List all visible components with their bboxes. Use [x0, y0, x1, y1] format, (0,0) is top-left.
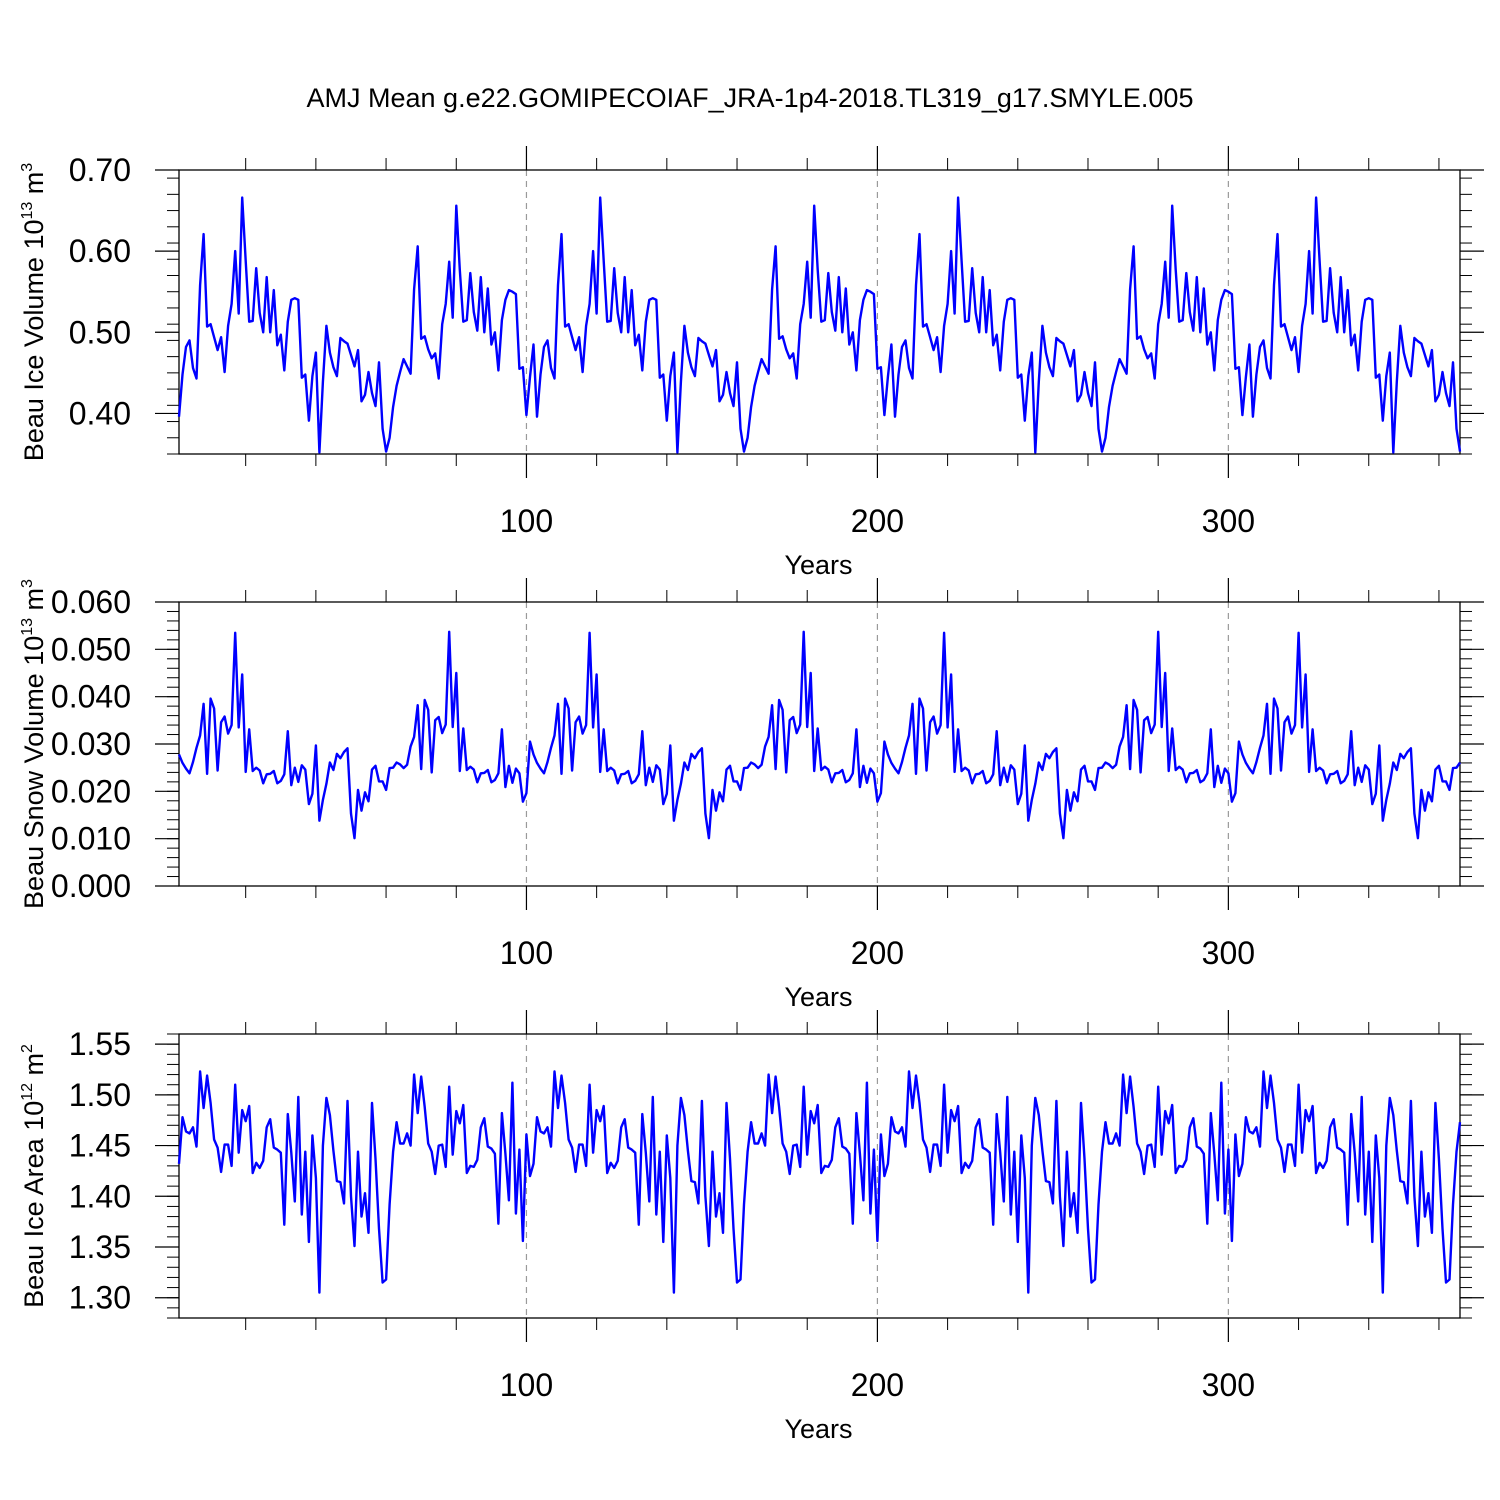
- figure-title: AMJ Mean g.e22.GOMIPECOIAF_JRA-1p4-2018.…: [307, 83, 1194, 113]
- x-axis-title: Years: [784, 550, 852, 580]
- y-axis-title: Beau Ice Volume 1013 m3: [19, 163, 49, 461]
- panel-ice-area: 1.30 1.35 1.40 1.45 1.50 1.55 100 200 300 Years Be…: [19, 1010, 1484, 1444]
- x-tick-label: 300: [1202, 935, 1255, 971]
- plots: 0.40 0.50 0.60 0.70 100 200 300 Years Beau Ice V…: [19, 146, 1484, 1444]
- y-tick-label: 0.020: [51, 773, 131, 809]
- y-tick-label: 0.010: [51, 821, 131, 857]
- x-tick-label: 100: [500, 935, 553, 971]
- y-tick-label: 1.50: [69, 1077, 131, 1113]
- x-axis-title: Years: [784, 982, 852, 1012]
- x-tick-label: 100: [500, 503, 553, 539]
- y-tick-label: 1.55: [69, 1026, 131, 1062]
- y-axis-title: Beau Snow Volume 1013 m3: [19, 579, 49, 909]
- series-line-snow-volume: [177, 630, 1461, 840]
- y-tick-label: 0.000: [51, 868, 131, 904]
- y-tick-label: 0.040: [51, 679, 131, 715]
- x-tick-label: 200: [851, 1367, 904, 1403]
- plot-frame: [178, 169, 1461, 455]
- y-tick-label: 0.40: [69, 395, 131, 431]
- y-tick-label: 0.50: [69, 314, 131, 350]
- y-axis-title: Beau Ice Area 1012 m2: [19, 1044, 49, 1308]
- y-tick-label: 0.030: [51, 726, 131, 762]
- y-tick-label: 1.35: [69, 1229, 131, 1265]
- x-tick-label: 300: [1202, 503, 1255, 539]
- panel-snow-volume: 0.000 0.010 0.020 0.030 0.040 0.050 0.060 100 20…: [19, 578, 1484, 1012]
- y-tick-label: 0.060: [51, 584, 131, 620]
- panel-ice-volume: 0.40 0.50 0.60 0.70 100 200 300 Years Beau Ice V…: [19, 146, 1484, 580]
- series-line-ice-volume: [177, 196, 1462, 454]
- y-tick-label: 0.60: [69, 233, 131, 269]
- x-tick-label: 200: [851, 503, 904, 539]
- series-line-ice-area: [177, 1070, 1462, 1294]
- x-tick-label: 300: [1202, 1367, 1255, 1403]
- y-tick-label: 1.40: [69, 1178, 131, 1214]
- y-tick-label: 1.30: [69, 1280, 131, 1316]
- x-axis-title: Years: [784, 1414, 852, 1444]
- x-tick-label: 200: [851, 935, 904, 971]
- y-tick-label: 0.050: [51, 631, 131, 667]
- y-tick-label: 0.70: [69, 152, 131, 188]
- x-tick-label: 100: [500, 1367, 553, 1403]
- y-tick-label: 1.45: [69, 1128, 131, 1164]
